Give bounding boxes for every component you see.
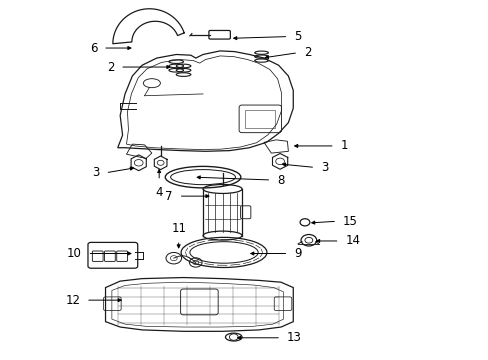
Text: 8: 8 xyxy=(277,174,284,186)
Text: 11: 11 xyxy=(171,222,186,235)
Text: 3: 3 xyxy=(321,161,328,174)
Text: 7: 7 xyxy=(165,190,172,203)
Text: 14: 14 xyxy=(345,234,360,247)
Text: 2: 2 xyxy=(106,60,114,73)
Text: 6: 6 xyxy=(90,41,97,54)
Text: 2: 2 xyxy=(304,46,311,59)
Text: 13: 13 xyxy=(286,331,301,344)
Text: 4: 4 xyxy=(155,186,163,199)
Text: 1: 1 xyxy=(340,139,347,152)
Text: 15: 15 xyxy=(342,215,357,228)
Text: 12: 12 xyxy=(65,294,80,307)
Text: 3: 3 xyxy=(92,166,100,179)
Text: 10: 10 xyxy=(67,247,81,260)
Text: 9: 9 xyxy=(294,247,301,260)
Text: 5: 5 xyxy=(294,30,301,43)
